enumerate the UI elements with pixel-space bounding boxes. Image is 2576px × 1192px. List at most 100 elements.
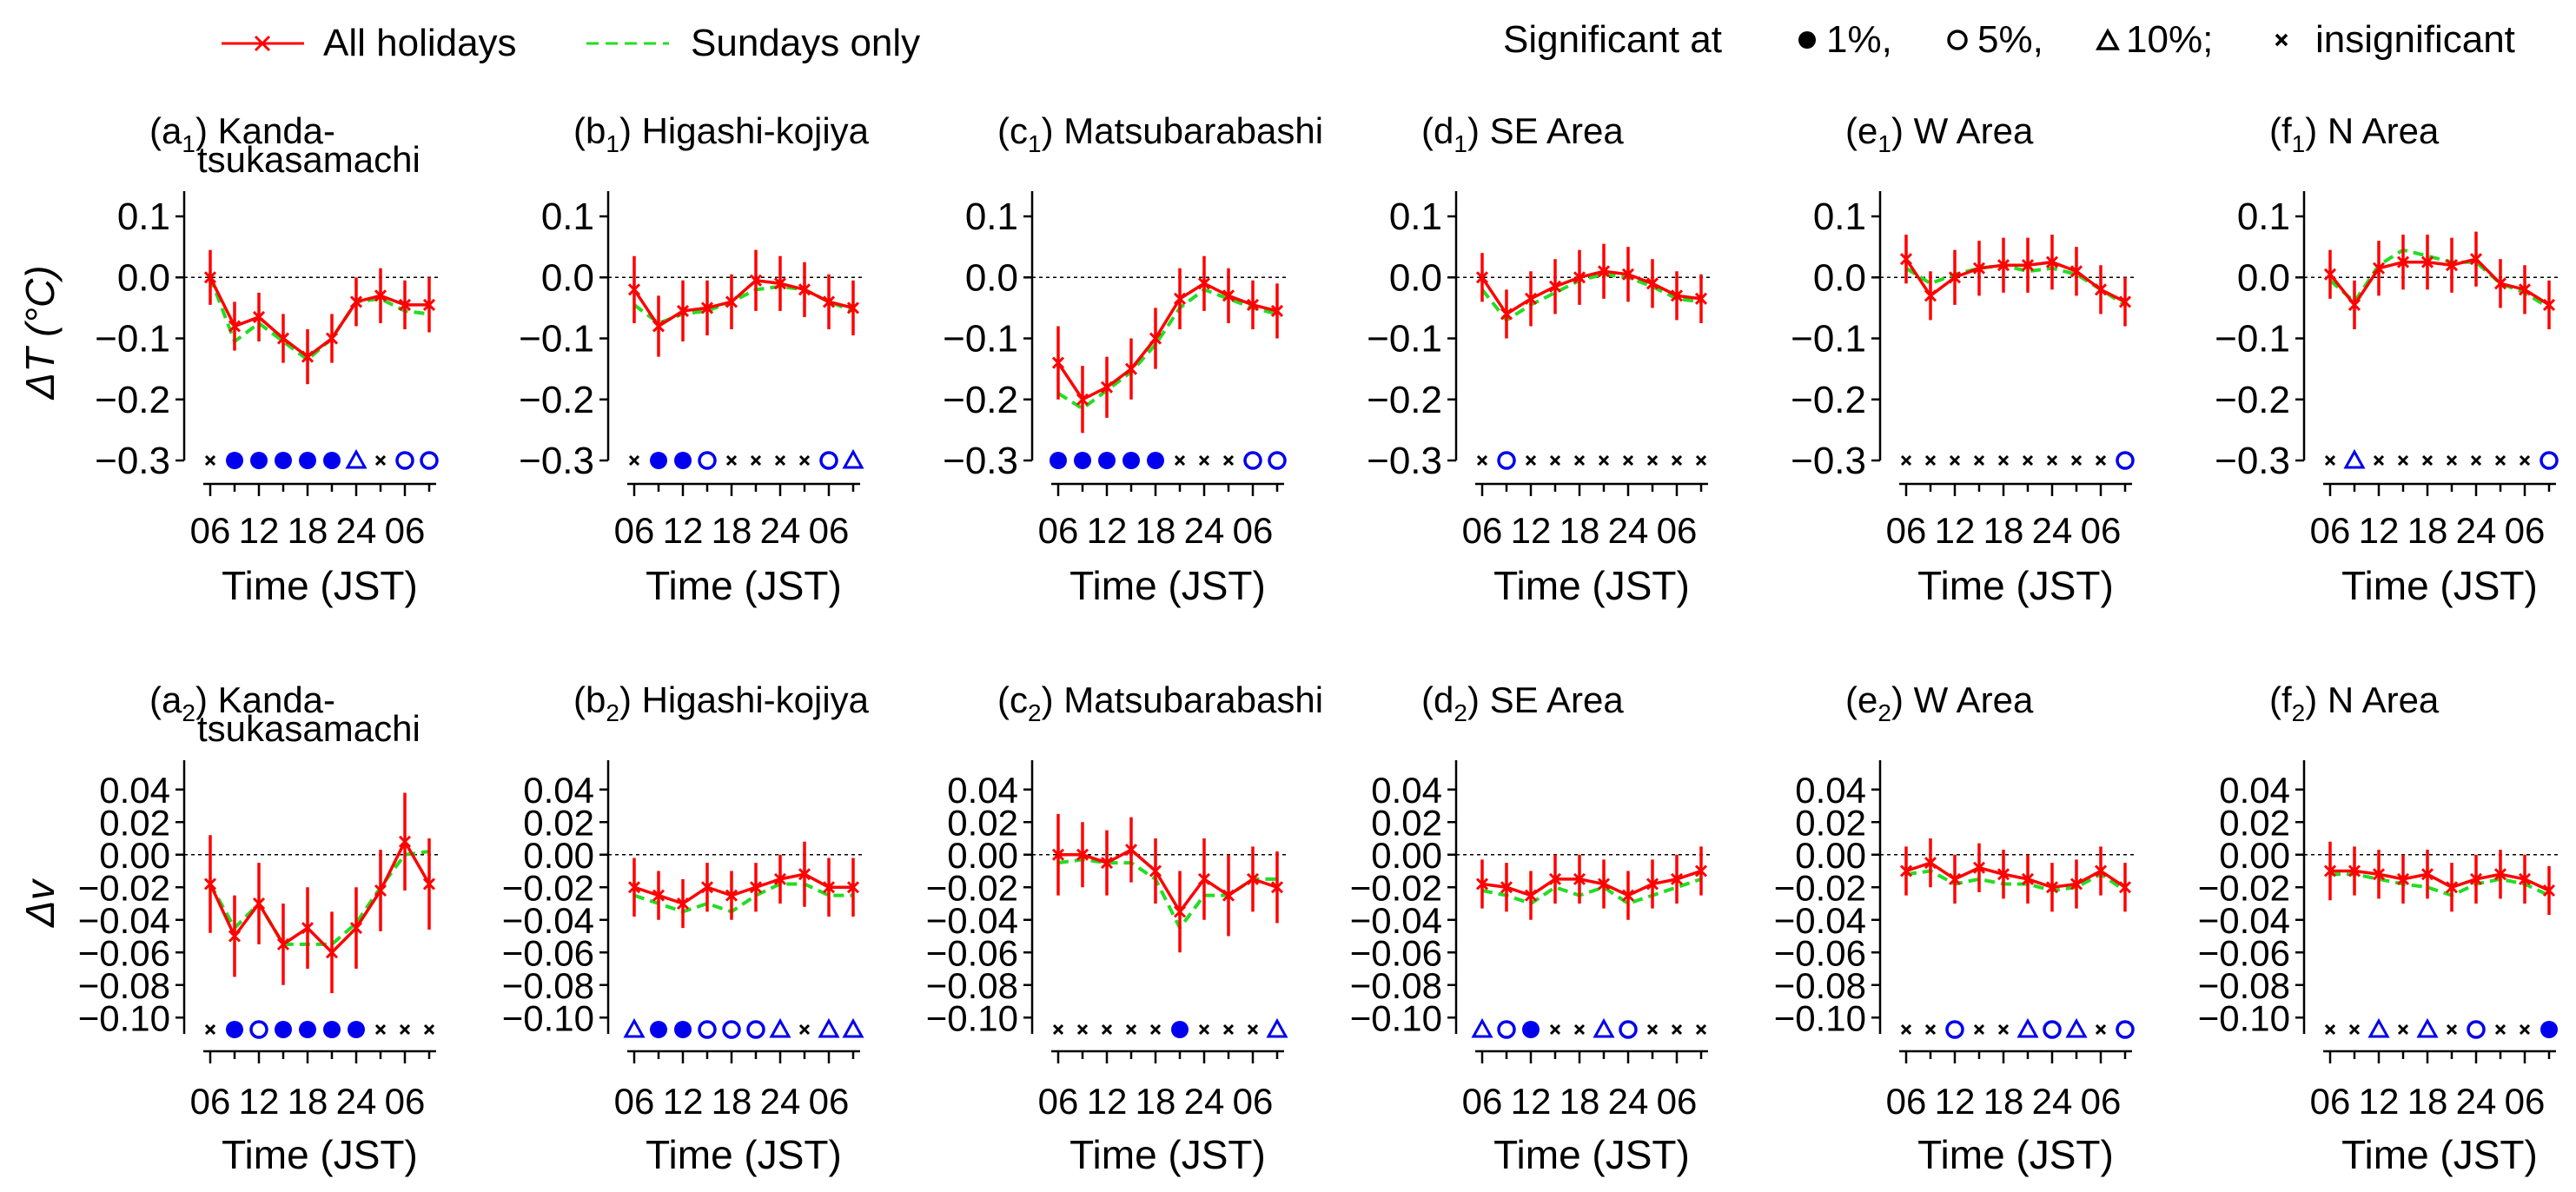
y-tick-label: 0.1 bbox=[1389, 195, 1442, 238]
y-tick-label: −0.10 bbox=[502, 997, 594, 1038]
all-holidays-data-point bbox=[2323, 864, 2337, 877]
all-holidays-data-point bbox=[1100, 381, 1114, 394]
insignificant-marker bbox=[2397, 1023, 2409, 1036]
all-holidays-data-point bbox=[1924, 289, 1937, 302]
significance-1pct-marker bbox=[650, 1021, 667, 1038]
y-tick-label: −0.10 bbox=[926, 997, 1018, 1038]
x-tick-label: 06 bbox=[2081, 1081, 2122, 1122]
all-holidays-series-line bbox=[1056, 281, 1278, 402]
y-tick-label: −0.2 bbox=[943, 379, 1018, 421]
insignificant-marker bbox=[725, 454, 738, 467]
x-tick-label: 06 bbox=[614, 1081, 655, 1122]
all-holidays-series-line bbox=[633, 872, 853, 905]
all-holidays-data-point bbox=[203, 271, 217, 284]
x-tick-label: 12 bbox=[1511, 510, 1552, 551]
all-holidays-data-point bbox=[1197, 872, 1211, 885]
significance-10pct-marker bbox=[1593, 1017, 1615, 1038]
significance-10pct-marker bbox=[2367, 1017, 2390, 1038]
all-holidays-data-point bbox=[773, 277, 787, 290]
insignificant-marker bbox=[2348, 1023, 2361, 1036]
all-holidays-data-point bbox=[1948, 872, 1962, 885]
x-tick-label: 24 bbox=[1608, 510, 1649, 551]
all-holidays-data-point bbox=[1076, 848, 1089, 861]
x-axis-label: Time (JST) bbox=[2341, 1132, 2538, 1177]
all-holidays-data-point bbox=[2045, 881, 2059, 894]
y-tick-label: −0.3 bbox=[519, 440, 594, 482]
y-tick-label: −0.10 bbox=[1350, 997, 1442, 1038]
y-tick-label: −0.02 bbox=[78, 867, 170, 908]
y-tick-label: 0.0 bbox=[965, 256, 1018, 299]
x-tick-label: 06 bbox=[1038, 510, 1079, 551]
all-holidays-data-point bbox=[627, 283, 641, 296]
y-tick-label: −0.08 bbox=[502, 965, 594, 1006]
significance-1pct-marker bbox=[650, 452, 667, 469]
insignificant-marker bbox=[1101, 1023, 1113, 1036]
x-tick-label: 24 bbox=[1184, 1081, 1225, 1122]
significance-1pct-marker bbox=[2540, 1021, 2558, 1038]
significance-5pct-marker bbox=[819, 451, 838, 470]
all-holidays-data-point bbox=[1899, 253, 1913, 266]
insignificant-marker bbox=[1076, 1023, 1089, 1036]
significance-5pct-marker bbox=[1268, 451, 1287, 470]
all-holidays-data-point bbox=[1972, 262, 1986, 275]
all-holidays-data-point bbox=[798, 283, 811, 296]
insignificant-marker bbox=[2095, 1023, 2107, 1036]
x-axis-label: Time (JST) bbox=[222, 1132, 418, 1177]
y-tick-label: −0.06 bbox=[78, 932, 170, 973]
all-holidays-data-point bbox=[1222, 289, 1235, 302]
insignificant-marker bbox=[1573, 1023, 1586, 1036]
sundays-only-series-line bbox=[1904, 263, 2127, 307]
y-tick-label: 0.0 bbox=[117, 256, 170, 299]
insignificant-marker bbox=[1997, 454, 2010, 467]
all-holidays-data-point bbox=[1597, 265, 1611, 278]
all-holidays-data-point bbox=[301, 922, 315, 935]
x-axis-label: Time (JST) bbox=[1917, 1132, 2114, 1177]
all-holidays-data-point bbox=[652, 320, 666, 333]
all-holidays-data-point bbox=[1500, 881, 1513, 894]
insignificant-marker bbox=[2070, 454, 2083, 467]
all-holidays-data-point bbox=[1524, 292, 1538, 305]
all-holidays-data-point bbox=[1246, 872, 1260, 885]
sundays-only-series-line bbox=[632, 284, 854, 326]
insignificant-marker bbox=[1198, 454, 1210, 467]
y-tick-label: −0.08 bbox=[2198, 965, 2290, 1006]
panel-title: (b1) Higashi-kojiya bbox=[573, 110, 870, 157]
panel-title: (b2) Higashi-kojiya bbox=[573, 679, 870, 726]
all-holidays-data-point bbox=[422, 877, 436, 891]
y-tick-label: 0.1 bbox=[965, 195, 1018, 238]
y-axis-label-row-1: ΔT (°C) bbox=[17, 266, 63, 401]
all-holidays-data-point bbox=[1500, 308, 1513, 321]
all-holidays-data-point bbox=[1475, 271, 1489, 284]
all-holidays-data-point bbox=[700, 881, 714, 894]
legend-5pct-open-circle-icon bbox=[1947, 30, 1968, 50]
insignificant-marker bbox=[1900, 1023, 1912, 1036]
all-holidays-series-line bbox=[632, 278, 854, 328]
y-tick-label: −0.06 bbox=[502, 932, 594, 973]
significance-5pct-marker bbox=[1497, 451, 1516, 470]
x-tick-label: 12 bbox=[1087, 510, 1128, 551]
significance-5pct-marker bbox=[395, 451, 414, 470]
all-holidays-data-point bbox=[2348, 864, 2361, 877]
y-tick-label: 0.02 bbox=[523, 802, 594, 843]
all-holidays-data-point bbox=[398, 298, 412, 311]
insignificant-marker bbox=[2519, 454, 2531, 467]
legend-significance-title: Significant at bbox=[1503, 18, 1722, 61]
panel-title-line-2: tsukasamachi bbox=[197, 708, 421, 749]
significance-5pct-marker bbox=[2043, 1020, 2062, 1039]
significance-5pct-marker bbox=[420, 451, 439, 470]
significance-1pct-marker bbox=[275, 1021, 292, 1038]
y-tick-label: −0.1 bbox=[1367, 318, 1442, 361]
insignificant-marker bbox=[399, 1023, 411, 1036]
y-tick-label: 0.1 bbox=[541, 195, 594, 238]
insignificant-marker bbox=[1646, 454, 1659, 467]
significance-1pct-marker bbox=[1147, 452, 1164, 469]
y-tick-label: −0.2 bbox=[1367, 379, 1442, 421]
x-tick-label: 18 bbox=[1983, 510, 2024, 551]
x-tick-label: 06 bbox=[2081, 510, 2122, 551]
x-tick-label: 06 bbox=[1462, 510, 1503, 551]
y-tick-label: −0.10 bbox=[1774, 997, 1866, 1038]
y-tick-label: −0.3 bbox=[2215, 440, 2290, 482]
all-holidays-data-point bbox=[2469, 253, 2483, 266]
x-tick-label: 06 bbox=[809, 510, 850, 551]
